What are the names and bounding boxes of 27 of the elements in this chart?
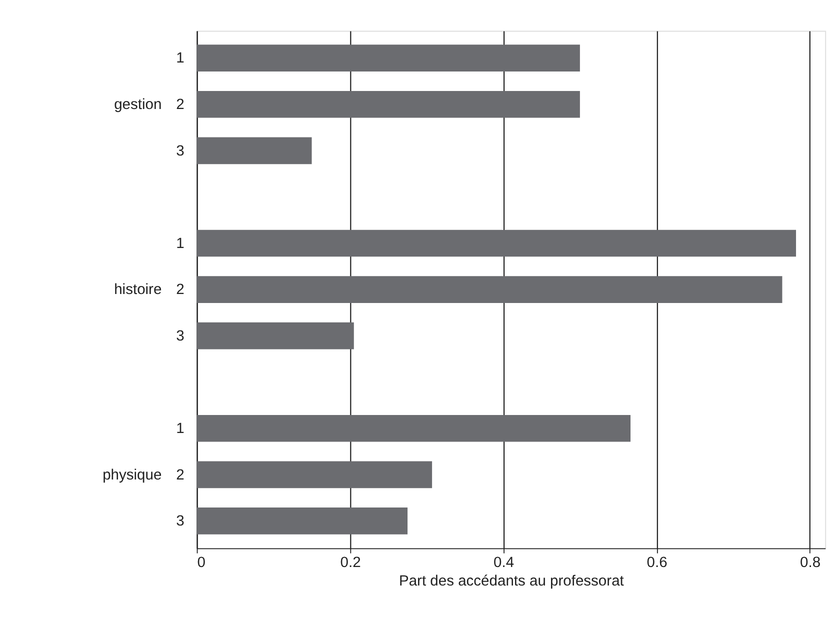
y-tick-label: 1 <box>176 420 184 437</box>
y-tick-label: 3 <box>176 328 184 344</box>
y-tick-label: 1 <box>176 236 184 252</box>
text: physique <box>102 467 162 484</box>
bar <box>196 44 580 72</box>
x-tick-label: 0.4 <box>494 555 514 572</box>
bar <box>196 276 782 303</box>
x-tick-label: 0.6 <box>646 555 668 572</box>
bar <box>196 137 312 164</box>
x-tick-label: 0 <box>197 555 206 572</box>
x-tick-label: 0.2 <box>340 555 361 572</box>
text: histoire <box>114 282 162 298</box>
y-tick-label: 3 <box>176 143 184 160</box>
bar <box>196 414 631 442</box>
text: gestion <box>114 97 162 114</box>
y-tick-label: 2 <box>176 282 184 298</box>
bar <box>196 322 354 350</box>
bar <box>196 230 796 257</box>
y-tick-label: 3 <box>176 514 184 530</box>
y-tick-label: 2 <box>176 97 184 114</box>
x-axis-title: Part des accédants au professorat <box>398 574 624 590</box>
bar <box>196 461 432 488</box>
bar <box>196 508 408 534</box>
x-tick-label: 0.8 <box>800 555 821 572</box>
bar <box>196 90 580 118</box>
y-tick-label: 1 <box>176 50 184 67</box>
y-tick-label: 2 <box>176 467 184 484</box>
